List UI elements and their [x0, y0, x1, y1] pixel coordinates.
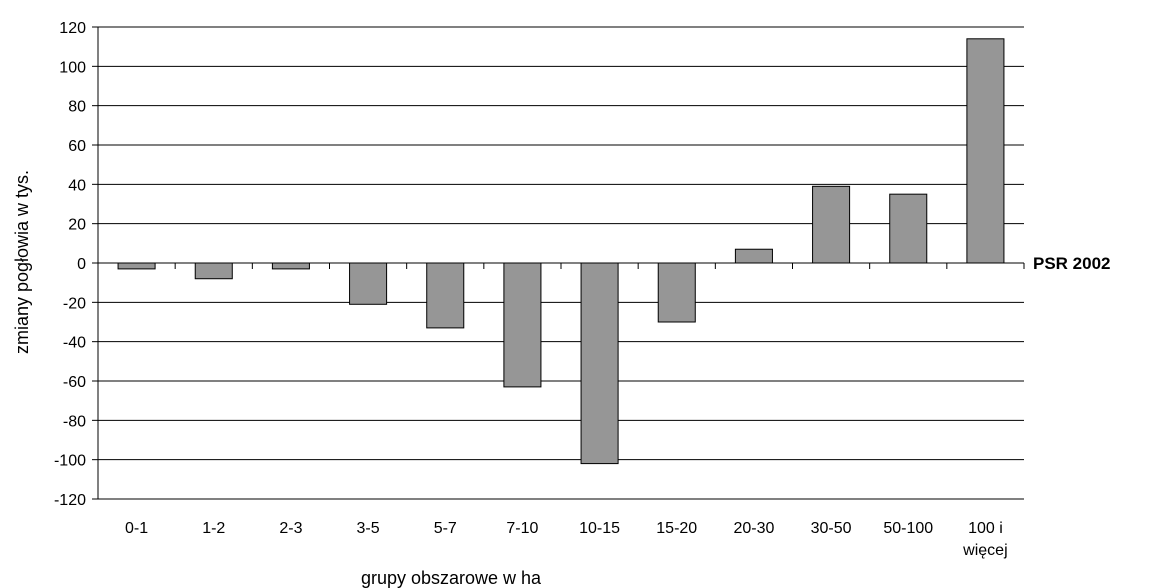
- bar: [966, 38, 1005, 264]
- bar: [349, 262, 388, 305]
- x-tick-labels: 0-1 1-2 2-3 3-5 5-7 7-10 10-15 15-20 20-30 30-50 5…: [125, 520, 1008, 559]
- y-axis-title: zmiany pogłowia w tys.: [12, 170, 32, 354]
- bars: [117, 38, 1005, 465]
- x-tick-label: 5-7: [434, 520, 457, 537]
- bar: [194, 262, 233, 280]
- y-tick-label: 20: [68, 217, 86, 234]
- x-tick-label: 3-5: [357, 520, 380, 537]
- bar: [734, 248, 773, 264]
- y-tick-label: -20: [63, 295, 86, 312]
- y-tick-label: 80: [68, 99, 86, 116]
- x-tick-label: 50-100: [883, 520, 933, 537]
- bar: [889, 193, 928, 264]
- y-tick-label: 100: [59, 59, 86, 76]
- x-tick-label: 0-1: [125, 520, 148, 537]
- bar: [117, 262, 156, 270]
- y-tick-label: 40: [68, 177, 86, 194]
- y-tick-label: -80: [63, 413, 86, 430]
- x-tick-label: 1-2: [202, 520, 225, 537]
- y-tick-label: 120: [59, 20, 86, 37]
- y-tick-label: -40: [63, 335, 86, 352]
- y-tick-label: -120: [54, 492, 86, 509]
- x-tick-label: 100 i więcej: [962, 520, 1007, 559]
- gridlines: [98, 26, 1024, 500]
- y-tick-label: 60: [68, 138, 86, 155]
- bar: [503, 262, 542, 388]
- x-tick-label: 30-50: [811, 520, 852, 537]
- y-tick-label: -60: [63, 374, 86, 391]
- x-tick-label: 2-3: [279, 520, 302, 537]
- y-tick-label: 0: [77, 256, 86, 273]
- x-tick-label: 7-10: [506, 520, 538, 537]
- bar: [426, 262, 465, 329]
- x-tick-label: 20-30: [733, 520, 774, 537]
- bar: [580, 262, 619, 465]
- x-tick-label: 10-15: [579, 520, 620, 537]
- series-label: PSR 2002: [1033, 254, 1111, 273]
- axes: [92, 26, 1025, 500]
- bar: [271, 262, 310, 270]
- x-tick-label: 15-20: [656, 520, 697, 537]
- bar: [812, 185, 851, 264]
- x-axis-title: grupy obszarowe w ha: [361, 568, 542, 588]
- bar: [657, 262, 696, 323]
- y-tick-label: -100: [54, 453, 86, 470]
- y-tick-labels: 120 100 80 60 40 20 0 -20 -40 -60 -80 -100 -120: [54, 20, 86, 509]
